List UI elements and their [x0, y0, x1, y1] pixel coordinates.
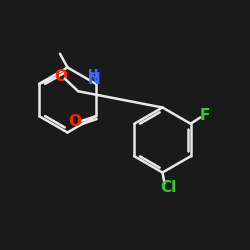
Text: H: H: [88, 68, 98, 82]
Text: O: O: [68, 114, 81, 129]
Text: N: N: [88, 72, 101, 88]
Text: O: O: [54, 69, 67, 84]
Text: Cl: Cl: [160, 180, 176, 195]
Text: F: F: [199, 108, 209, 123]
